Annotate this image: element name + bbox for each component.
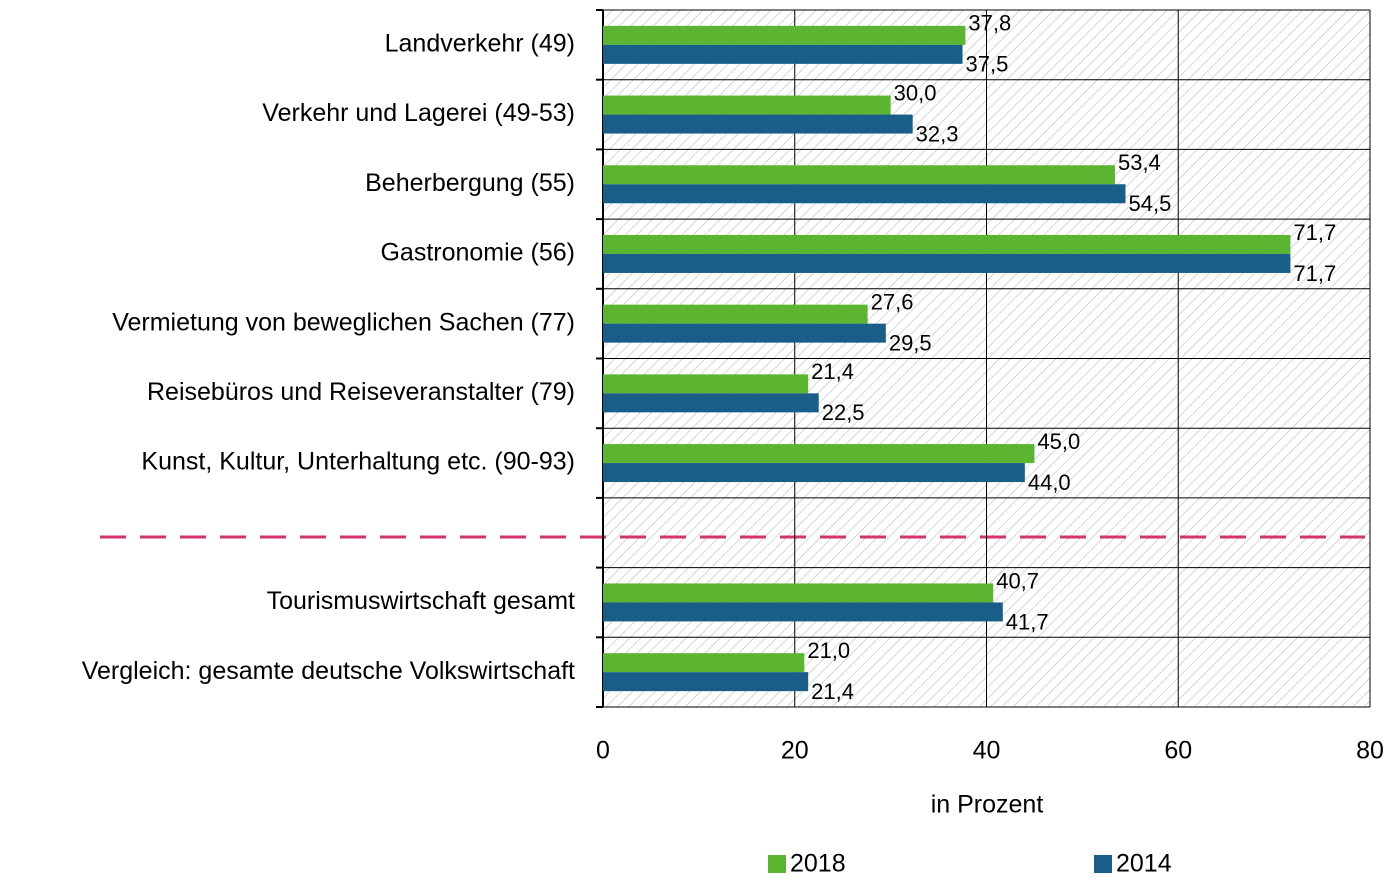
x-tick-label: 60 <box>1164 737 1192 765</box>
value-label: 37,5 <box>966 52 1009 77</box>
value-label: 22,5 <box>822 400 865 425</box>
bar <box>603 374 809 394</box>
bar <box>603 44 963 64</box>
bar <box>603 234 1291 254</box>
legend-label: 2014 <box>1116 850 1172 878</box>
value-label: 45,0 <box>1037 429 1080 454</box>
y-tick-label: Verkehr und Lagerei (49-53) <box>262 99 575 127</box>
bar <box>603 165 1115 185</box>
bar <box>603 583 994 603</box>
bar <box>603 95 891 115</box>
x-tick-label: 0 <box>596 737 610 765</box>
x-tick-label: 40 <box>973 737 1001 765</box>
value-label: 32,3 <box>916 121 959 146</box>
value-label: 21,4 <box>811 359 854 384</box>
y-tick-label: Vermietung von beweglichen Sachen (77) <box>112 308 575 336</box>
bar <box>603 463 1025 483</box>
y-tick-label: Vergleich: gesamte deutsche Volkswirtsch… <box>82 657 575 685</box>
value-label: 54,5 <box>1129 191 1172 216</box>
legend-label: 2018 <box>790 850 846 878</box>
bar <box>603 444 1035 464</box>
bar <box>603 672 809 692</box>
bar <box>603 253 1291 273</box>
value-label: 29,5 <box>889 330 932 355</box>
bar <box>603 323 886 343</box>
bar <box>603 184 1126 204</box>
value-label: 53,4 <box>1118 150 1161 175</box>
bar <box>603 25 966 45</box>
legend-swatch <box>768 855 786 873</box>
value-label: 40,7 <box>996 568 1039 593</box>
bar <box>603 602 1003 622</box>
value-label: 30,0 <box>894 80 937 105</box>
value-label: 71,7 <box>1293 220 1336 245</box>
y-tick-label: Kunst, Kultur, Unterhaltung etc. (90-93) <box>141 448 575 476</box>
x-tick-label: 80 <box>1356 737 1384 765</box>
y-tick-label: Landverkehr (49) <box>385 29 575 57</box>
value-label: 41,7 <box>1006 609 1049 634</box>
bar <box>603 114 913 134</box>
value-label: 21,4 <box>811 679 854 704</box>
bar <box>603 653 805 673</box>
value-label: 44,0 <box>1028 470 1071 495</box>
bar <box>603 304 868 324</box>
legend-swatch <box>1094 855 1112 873</box>
value-label: 37,8 <box>968 11 1011 36</box>
value-label: 71,7 <box>1293 261 1336 286</box>
y-tick-label: Tourismuswirtschaft gesamt <box>267 587 575 615</box>
bar <box>603 393 819 413</box>
y-tick-label: Reisebüros und Reiseveranstalter (79) <box>147 378 575 406</box>
x-tick-label: 20 <box>781 737 809 765</box>
y-tick-label: Beherbergung (55) <box>365 169 575 197</box>
x-axis-label: in Prozent <box>931 791 1044 819</box>
value-label: 27,6 <box>871 289 914 314</box>
value-label: 21,0 <box>807 638 850 663</box>
y-tick-label: Gastronomie (56) <box>380 239 575 267</box>
